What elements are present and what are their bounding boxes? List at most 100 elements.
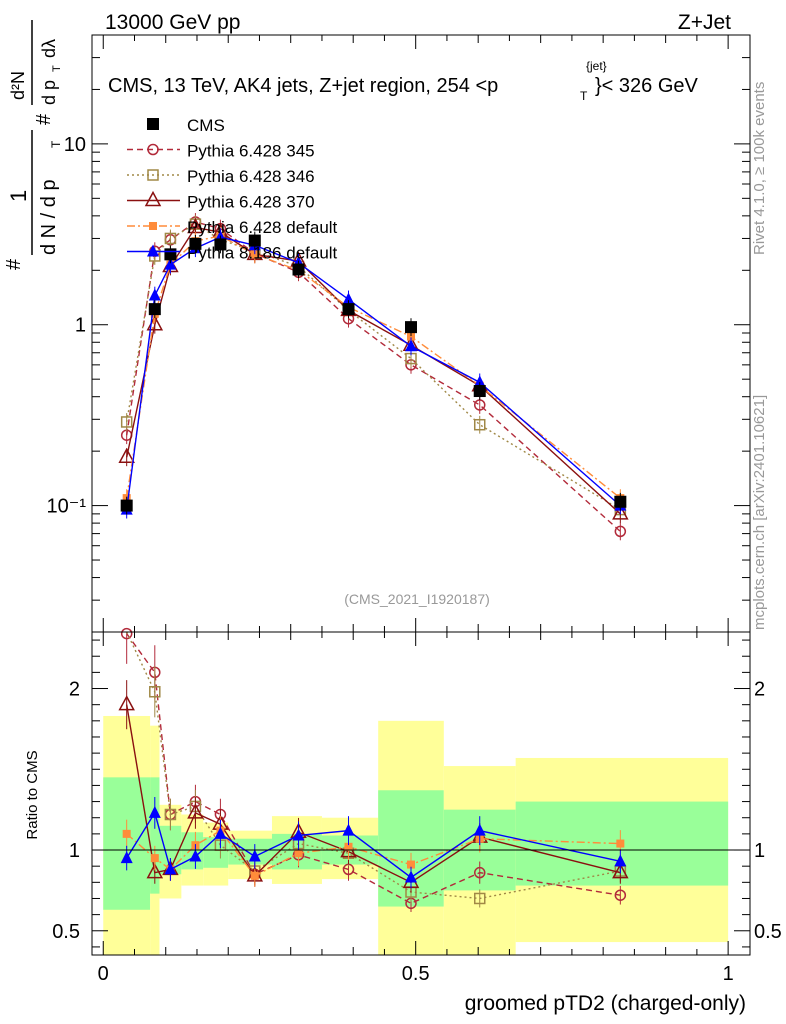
y-label-den2b: dλ bbox=[39, 39, 59, 58]
ratio-point-pythia-6-428-370-0 bbox=[118, 695, 135, 711]
side-label-top: Rivet 4.1.0, ≥ 100k events bbox=[751, 82, 768, 255]
legend: CMS Pythia 6.428 345 Pythia 6.428 346 Pythi… bbox=[127, 116, 338, 263]
main-point-cms-3 bbox=[189, 237, 202, 250]
y-label-hash-1: # bbox=[3, 258, 25, 270]
main-point-cms-7 bbox=[342, 303, 355, 316]
main-line-pythia-6-428-345 bbox=[125, 221, 621, 532]
main-point-pythia-6-428-default-8 bbox=[407, 332, 416, 341]
main-y-tick-label-2: 10 bbox=[64, 134, 86, 156]
ratio-y-tick-label-right-1: 1 bbox=[754, 840, 765, 862]
green-band-1 bbox=[150, 777, 160, 894]
legend-marker-pythia-6-428-370 bbox=[144, 190, 162, 207]
main-point-cms-10 bbox=[614, 495, 627, 508]
ratio-point-pythia-8-186-default-8 bbox=[405, 870, 418, 883]
header-left: 13000 GeV pp bbox=[105, 11, 240, 34]
legend-label-pythia-6-428-345: Pythia 6.428 345 bbox=[187, 142, 315, 161]
legend-item-pythia-6-428-345: Pythia 6.428 345 bbox=[127, 142, 315, 161]
ratio-point-pythia-8-186-default-2 bbox=[164, 862, 177, 875]
main-point-cms-9 bbox=[473, 385, 486, 398]
ratio-point-pythia-8-186-default-3 bbox=[189, 849, 202, 862]
side-label-bottom: mcplots.cern.ch [arXiv:2401.10621] bbox=[751, 395, 768, 630]
main-point-pythia-6-428-346-9 bbox=[473, 418, 486, 431]
main-point-cms-4 bbox=[214, 238, 227, 251]
chart-title-prefix: CMS, 13 TeV, AK4 jets, Z+jet region, 254… bbox=[108, 75, 498, 97]
main-point-cms-1 bbox=[148, 303, 161, 316]
legend-label-pythia-6-428-370: Pythia 6.428 370 bbox=[187, 193, 315, 212]
main-point-cms-8 bbox=[405, 321, 418, 334]
ratio-point-pythia-6-428-345-10 bbox=[614, 889, 627, 901]
ratio-point-pythia-6-428-370-3 bbox=[187, 803, 204, 819]
chart-title-sup: {jet} bbox=[586, 59, 607, 73]
chart-title: CMS, 13 TeV, AK4 jets, Z+jet region, 254… bbox=[108, 59, 699, 103]
axes: 0 0.5 1 10⁻¹ 1 10 0.5 0.5 1 1 2 2 bbox=[47, 34, 782, 985]
ratio-point-pythia-8-186-default-5 bbox=[248, 849, 261, 862]
ratio-y-label: Ratio to CMS bbox=[24, 750, 41, 839]
legend-label-pythia-6-428-default: Pythia 6.428 default bbox=[187, 218, 338, 237]
ratio-point-pythia-6-428-370-10 bbox=[612, 863, 629, 879]
ratio-bands bbox=[103, 715, 729, 955]
ratio-point-pythia-8-186-default-6 bbox=[292, 828, 305, 841]
analysis-id: (CMS_2021_I1920187) bbox=[344, 591, 490, 607]
main-series-pythia-8-186-default bbox=[120, 228, 627, 519]
legend-marker-cms bbox=[147, 118, 159, 130]
main-line-pythia-8-186-default bbox=[125, 236, 621, 510]
ratio-point-pythia-8-186-default-7 bbox=[342, 823, 355, 836]
main-series-cms bbox=[120, 231, 627, 515]
ratio-y-tick-label-right-2: 2 bbox=[754, 679, 765, 701]
chart-title-sub: T bbox=[580, 89, 588, 103]
y-label-num2: d²N bbox=[8, 71, 28, 100]
ratio-point-pythia-6-428-default-10 bbox=[616, 839, 625, 848]
main-point-pythia-8-186-default-9 bbox=[473, 375, 486, 388]
legend-marker-pythia-6-428-346 bbox=[147, 169, 159, 181]
x-tick-label-1: 0.5 bbox=[402, 963, 430, 985]
chart-title-suffix: }< 326 GeV bbox=[595, 75, 699, 97]
ratio-point-pythia-8-186-default-9 bbox=[473, 823, 486, 836]
x-tick-label-0: 0 bbox=[98, 963, 109, 985]
ratio-series bbox=[118, 627, 629, 912]
ratio-point-pythia-6-428-default-7 bbox=[344, 842, 353, 851]
legend-marker-pythia-6-428-default bbox=[149, 222, 157, 230]
ratio-point-pythia-6-428-346-2 bbox=[164, 808, 177, 821]
ratio-point-pythia-6-428-default-5 bbox=[250, 871, 259, 880]
ratio-point-pythia-8-186-default-4 bbox=[214, 826, 227, 839]
ratio-point-pythia-6-428-default-8 bbox=[407, 860, 416, 869]
main-series-pythia-6-428-default bbox=[122, 226, 625, 508]
main-point-pythia-6-428-346-2 bbox=[164, 232, 177, 245]
ratio-series-pythia-8-186-default bbox=[120, 796, 627, 889]
ratio-point-pythia-6-428-default-0 bbox=[122, 829, 131, 838]
legend-label-pythia-6-428-346: Pythia 6.428 346 bbox=[187, 167, 315, 186]
y-label-den2: d p bbox=[39, 80, 59, 105]
ratio-y-tick-label-right-0: 0.5 bbox=[754, 921, 782, 943]
main-point-pythia-6-428-345-9 bbox=[473, 399, 486, 411]
main-point-pythia-8-186-default-1 bbox=[148, 288, 161, 301]
legend-item-pythia-6-428-346: Pythia 6.428 346 bbox=[127, 167, 315, 186]
ratio-point-pythia-6-428-default-1 bbox=[150, 854, 159, 863]
main-point-cms-6 bbox=[292, 263, 305, 276]
y-label-den-sub: T bbox=[49, 140, 63, 148]
ratio-point-pythia-6-428-default-6 bbox=[294, 849, 303, 858]
main-point-pythia-6-428-default-5 bbox=[250, 250, 259, 259]
ratio-point-pythia-6-428-346-1 bbox=[149, 686, 161, 698]
ratio-frame bbox=[91, 631, 751, 956]
legend-label-pythia-8-186-default: Pythia 8.186 default bbox=[187, 244, 338, 263]
ratio-y-tick-label-1: 1 bbox=[69, 840, 80, 862]
ratio-point-pythia-6-428-346-9 bbox=[473, 892, 486, 905]
y-label-num: 1 bbox=[6, 190, 31, 202]
main-point-cms-5 bbox=[248, 234, 261, 247]
legend-item-cms: CMS bbox=[147, 116, 225, 135]
ratio-y-tick-label-2: 2 bbox=[69, 679, 80, 701]
ratio-point-pythia-6-428-370-1 bbox=[146, 863, 164, 879]
main-point-pythia-6-428-345-10 bbox=[614, 525, 627, 538]
main-line-pythia-6-428-370 bbox=[125, 226, 621, 515]
main-line-pythia-6-428-346 bbox=[125, 223, 621, 511]
main-point-pythia-8-186-default-7 bbox=[342, 292, 355, 305]
y-label-den2-sub: T bbox=[51, 65, 63, 72]
y-label-hash-2: # bbox=[33, 113, 55, 125]
main-y-tick-label-0: 10⁻¹ bbox=[47, 496, 87, 518]
ratio-x-label: groomed pTD2 (charged-only) bbox=[465, 992, 746, 1015]
y-label-den: d N / d p bbox=[38, 179, 60, 255]
ratio-y-tick-label-0: 0.5 bbox=[52, 921, 80, 943]
main-point-pythia-8-186-default-2 bbox=[164, 257, 177, 270]
main-point-pythia-6-428-370-10 bbox=[612, 504, 629, 520]
